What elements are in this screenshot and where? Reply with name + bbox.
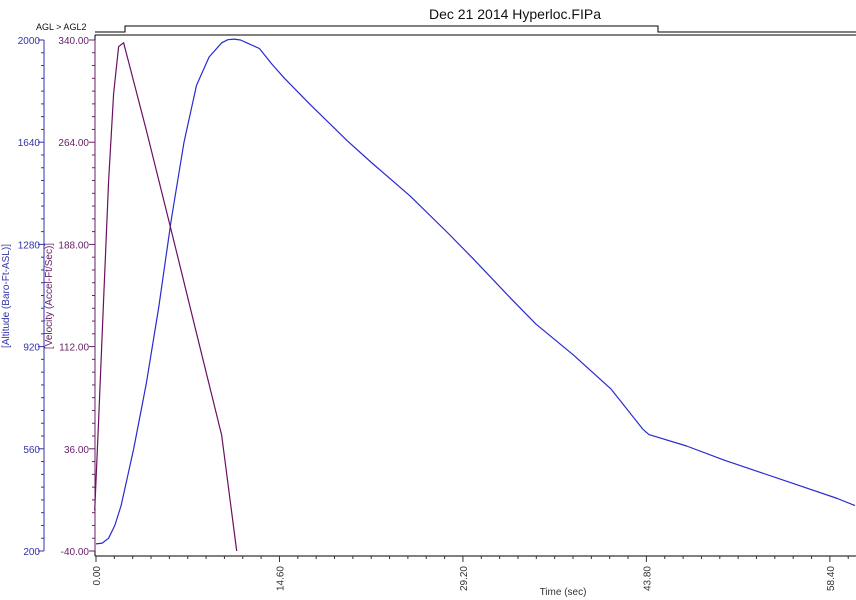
velocity-tick-label: 188.00 <box>58 240 89 251</box>
plot-area <box>94 35 856 557</box>
x-axis-label: Time (sec) <box>540 587 587 598</box>
velocity-tick-label: -40.00 <box>61 547 90 558</box>
altitude-tick-label: 2000 <box>18 36 41 47</box>
x-tick-label: 0.00 <box>92 566 103 586</box>
altitude-series-line <box>95 38 856 545</box>
velocity-tick-label: 36.00 <box>64 445 89 456</box>
chart-title: Dec 21 2014 Hyperloc.FIPa <box>429 6 601 22</box>
x-tick-label: 14.60 <box>275 566 286 591</box>
series-layer <box>94 38 856 552</box>
velocity-series-line <box>94 42 238 552</box>
altitude-axis-label: [Altitude (Baro-Ft-ASL)] <box>1 244 12 348</box>
velocity-axis: [Velocity (Accel-Ft/Sec)] 340.00 264.00 18… <box>44 36 96 558</box>
velocity-axis-label: [Velocity (Accel-Ft/Sec)] <box>44 243 55 349</box>
velocity-tick-label: 340.00 <box>58 36 89 47</box>
event-step-line <box>95 25 856 33</box>
velocity-tick-label: 264.00 <box>58 138 89 149</box>
x-tick-label: 58.40 <box>826 566 837 591</box>
altitude-tick-label: 560 <box>23 445 40 456</box>
altitude-axis: [Altitude (Baro-Ft-ASL)] 2000 1640 1280 920… <box>1 36 45 558</box>
altitude-tick-label: 1640 <box>18 138 41 149</box>
x-axis: 0.00 14.60 29.20 43.80 58.40 <box>92 556 849 591</box>
event-label: AGL > AGL2 <box>36 22 86 32</box>
x-tick-label: 43.80 <box>642 566 653 591</box>
velocity-tick-label: 112.00 <box>59 343 89 354</box>
x-tick-label: 29.20 <box>459 566 470 591</box>
altitude-tick-label: 920 <box>23 343 40 354</box>
altitude-tick-label: 1280 <box>18 240 41 251</box>
altitude-tick-label: 200 <box>23 547 40 558</box>
